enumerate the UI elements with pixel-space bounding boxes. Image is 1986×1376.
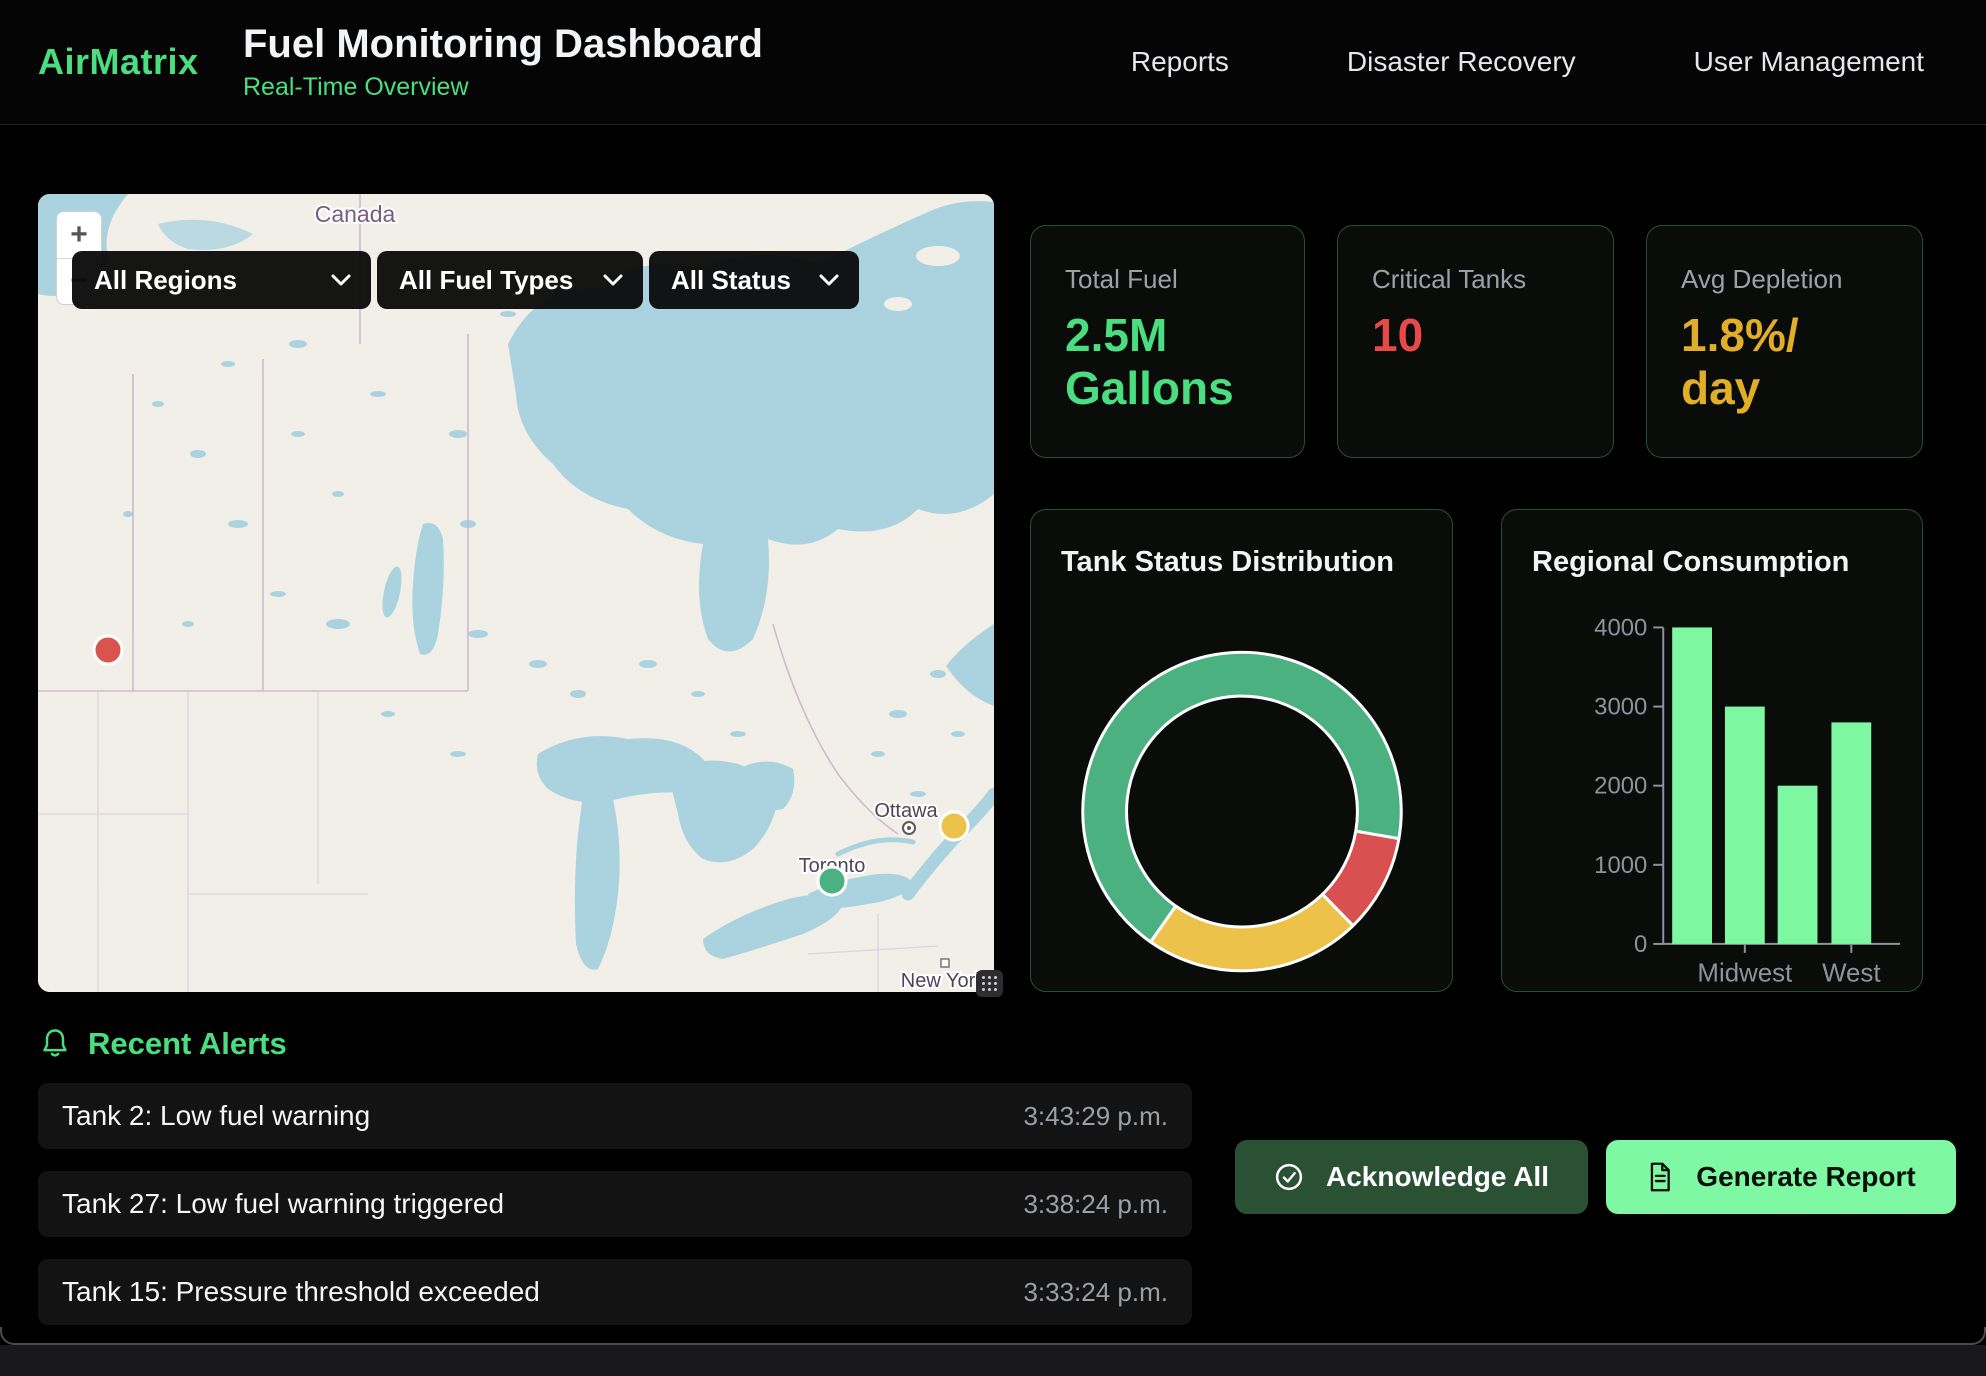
map-label-canada: Canada <box>315 201 396 227</box>
stat-card-critical-tanks: Critical Tanks 10 <box>1337 225 1614 458</box>
alert-message: Tank 2: Low fuel warning <box>62 1100 371 1131</box>
generate-report-label: Generate Report <box>1696 1161 1916 1192</box>
content-container-edge <box>0 1327 1986 1345</box>
nav-reports[interactable]: Reports <box>1130 46 1229 77</box>
tank-status-card: Tank Status Distribution <box>1030 509 1453 992</box>
svg-text:0: 0 <box>1634 931 1647 958</box>
stat-card-total-fuel: Total Fuel 2.5M Gallons <box>1030 225 1305 458</box>
tank-status-title: Tank Status Distribution <box>1061 546 1394 578</box>
map-filter-bar: All Regions All Fuel Types All Status <box>72 251 859 309</box>
alert-timestamp: 3:33:24 p.m. <box>1023 1276 1168 1307</box>
map-label-ottawa: Ottawa <box>874 800 938 822</box>
nav-user-management[interactable]: User Management <box>1693 46 1924 77</box>
map-resize-handle[interactable] <box>976 970 1003 997</box>
stat-label: Avg Depletion <box>1681 264 1843 294</box>
alert-timestamp: 3:43:29 p.m. <box>1023 1100 1168 1131</box>
tank-status-donut <box>1081 650 1403 973</box>
fuel-type-filter-value: All Fuel Types <box>399 264 574 295</box>
svg-text:1000: 1000 <box>1594 852 1647 879</box>
recent-alerts-heading: Recent Alerts <box>40 1026 287 1062</box>
recent-alerts-label: Recent Alerts <box>88 1026 287 1061</box>
region-filter-select[interactable]: All Regions <box>72 251 371 309</box>
alert-row: Tank 15: Pressure threshold exceeded 3:3… <box>38 1259 1192 1325</box>
acknowledge-all-button[interactable]: Acknowledge All <box>1235 1140 1588 1214</box>
stat-value: 1.8%/​day <box>1681 309 1799 414</box>
check-circle-icon <box>1275 1163 1303 1191</box>
svg-text:West: West <box>1822 960 1880 988</box>
marker-normal <box>816 865 848 897</box>
fuel-type-filter-select[interactable]: All Fuel Types <box>377 251 643 309</box>
top-bar: AirMatrix Fuel Monitoring Dashboard Real… <box>0 0 1986 125</box>
tank-markers <box>92 634 970 897</box>
region-filter-value: All Regions <box>94 264 238 295</box>
chevron-down-icon <box>331 274 351 286</box>
regional-consumption-title: Regional Consumption <box>1532 546 1850 578</box>
map[interactable]: Canada Ottawa Toronto New York <box>38 194 1003 997</box>
chevron-down-icon <box>819 274 839 286</box>
acknowledge-all-label: Acknowledge All <box>1325 1161 1549 1192</box>
map-tiles: Canada Ottawa Toronto New York <box>38 194 994 992</box>
bell-icon <box>43 1029 67 1057</box>
regional-consumption-bars: 0 1000 2000 3000 4000 Midwest West <box>1594 614 1901 988</box>
nav-disaster-recovery[interactable]: Disaster Recovery <box>1346 46 1576 77</box>
svg-text:2000: 2000 <box>1594 773 1647 800</box>
map-canvas[interactable]: Canada Ottawa Toronto New York <box>38 194 994 992</box>
chevron-down-icon <box>603 274 623 286</box>
status-filter-value: All Status <box>671 264 791 295</box>
svg-text:Midwest: Midwest <box>1697 960 1792 988</box>
stat-label: Critical Tanks <box>1372 264 1527 294</box>
marker-critical <box>92 634 124 666</box>
page-bottom-strip <box>0 1345 1986 1376</box>
status-filter-select[interactable]: All Status <box>649 251 859 309</box>
file-text-icon <box>1651 1162 1671 1192</box>
map-label-toronto: Toronto <box>799 855 866 877</box>
stat-value: 10 <box>1372 309 1424 361</box>
svg-text:4000: 4000 <box>1594 614 1647 641</box>
alert-message: Tank 15: Pressure threshold exceeded <box>62 1276 540 1307</box>
regional-consumption-card: Regional Consumption 0 1000 2000 3000 4000 Mi… <box>1501 509 1923 992</box>
alert-timestamp: 3:38:24 p.m. <box>1023 1188 1168 1219</box>
map-label-new-york: New York <box>901 970 986 992</box>
alert-row: Tank 2: Low fuel warning 3:43:29 p.m. <box>38 1083 1192 1149</box>
stat-card-avg-depletion: Avg Depletion 1.8%/​day <box>1646 225 1923 458</box>
brand-logo: AirMatrix <box>38 41 199 82</box>
generate-report-button[interactable]: Generate Report <box>1606 1140 1956 1214</box>
stat-value: 2.5M Gallons <box>1065 309 1234 414</box>
page-title: Fuel Monitoring Dashboard <box>243 22 763 66</box>
stat-label: Total Fuel <box>1065 264 1178 294</box>
main-nav: Reports Disaster Recovery User Managemen… <box>1131 46 1986 78</box>
svg-text:3000: 3000 <box>1594 694 1647 721</box>
title-block: Fuel Monitoring Dashboard Real-Time Over… <box>243 22 763 102</box>
marker-warning <box>938 810 970 842</box>
alert-row: Tank 27: Low fuel warning triggered 3:38… <box>38 1171 1192 1237</box>
city-symbols <box>902 821 950 968</box>
alert-message: Tank 27: Low fuel warning triggered <box>62 1188 505 1219</box>
page-subtitle: Real-Time Overview <box>243 73 469 101</box>
